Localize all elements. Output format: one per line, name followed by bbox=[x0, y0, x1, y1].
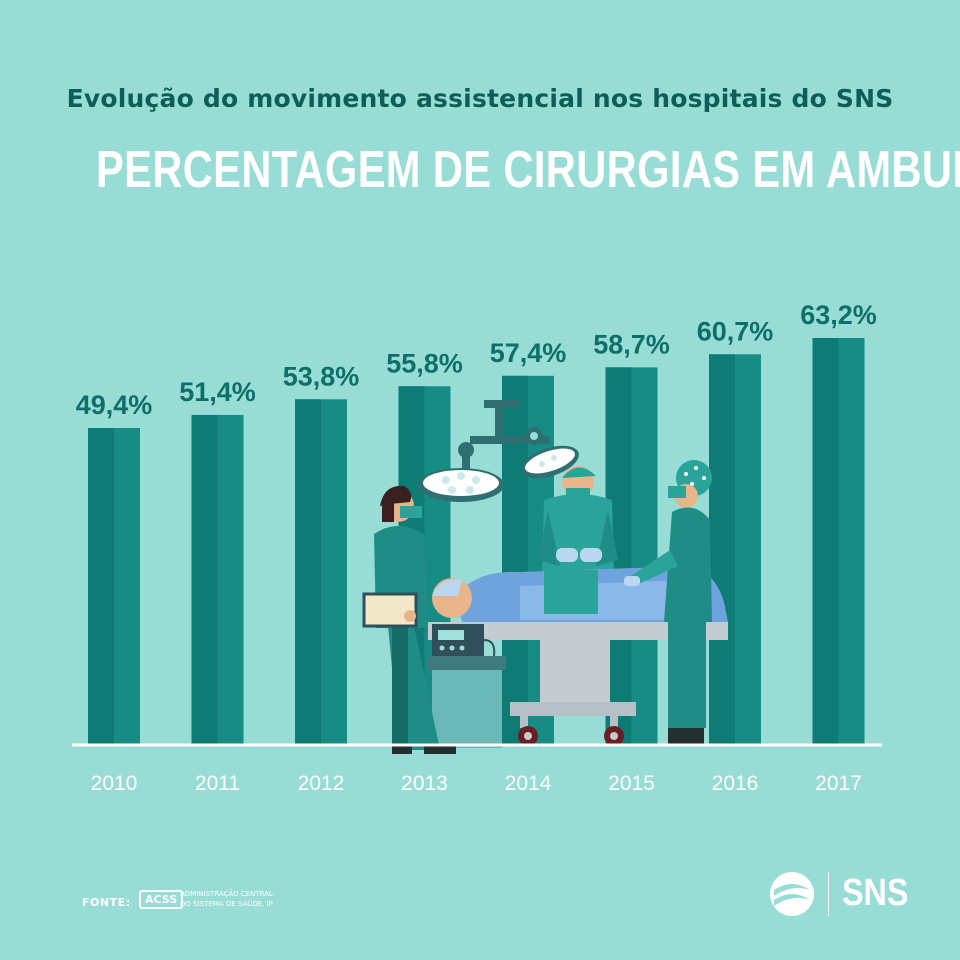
patient-figure bbox=[432, 566, 728, 622]
subtitle: Evolução do movimento assistencial nos h… bbox=[66, 84, 894, 113]
nurse-figure bbox=[362, 485, 456, 754]
category-label-2013: 2013 bbox=[401, 772, 448, 795]
bar-shade-2016 bbox=[709, 354, 735, 745]
category-label-2017: 2017 bbox=[815, 772, 862, 795]
source-label: FONTE: bbox=[82, 896, 131, 909]
monitor-cart bbox=[428, 624, 506, 748]
value-label-2016: 60,7% bbox=[697, 316, 774, 346]
surgery-illustration bbox=[362, 400, 728, 754]
logo-divider bbox=[828, 872, 829, 916]
value-label-2017: 63,2% bbox=[800, 300, 877, 330]
bar-shade-2012 bbox=[295, 399, 321, 745]
bar-shade-2010 bbox=[88, 428, 114, 745]
category-label-2012: 2012 bbox=[298, 772, 345, 795]
bar-shade-2011 bbox=[191, 414, 218, 745]
category-label-2016: 2016 bbox=[712, 772, 759, 795]
category-label-2010: 2010 bbox=[91, 772, 138, 795]
surgical-lamp-icon bbox=[418, 400, 579, 502]
value-label-2010: 49,4% bbox=[76, 390, 153, 420]
value-label-2015: 58,7% bbox=[593, 329, 670, 359]
category-label-2015: 2015 bbox=[608, 772, 655, 795]
surgeon-right-figure bbox=[624, 460, 712, 744]
sns-brand: SNS bbox=[842, 872, 909, 914]
bar-shade-2017 bbox=[812, 338, 839, 745]
acss-logo: ACSS bbox=[139, 890, 184, 909]
category-label-2011: 2011 bbox=[195, 772, 240, 795]
value-label-2014: 57,4% bbox=[490, 338, 567, 368]
bar-shade-2014 bbox=[502, 375, 528, 745]
value-label-2011: 51,4% bbox=[179, 377, 256, 407]
main-title: PERCENTAGEM DE CIRURGIAS EM AMBULATÓRIO bbox=[96, 141, 960, 199]
acss-full-name: Administração Central do Sistema de Saúd… bbox=[180, 890, 273, 908]
value-label-2013: 55,8% bbox=[386, 348, 463, 378]
value-label-2012: 53,8% bbox=[283, 361, 360, 391]
surgeon-back-figure bbox=[538, 466, 618, 572]
category-label-2014: 2014 bbox=[505, 772, 552, 795]
operating-table bbox=[428, 622, 728, 746]
sns-logo-icon bbox=[770, 872, 814, 916]
